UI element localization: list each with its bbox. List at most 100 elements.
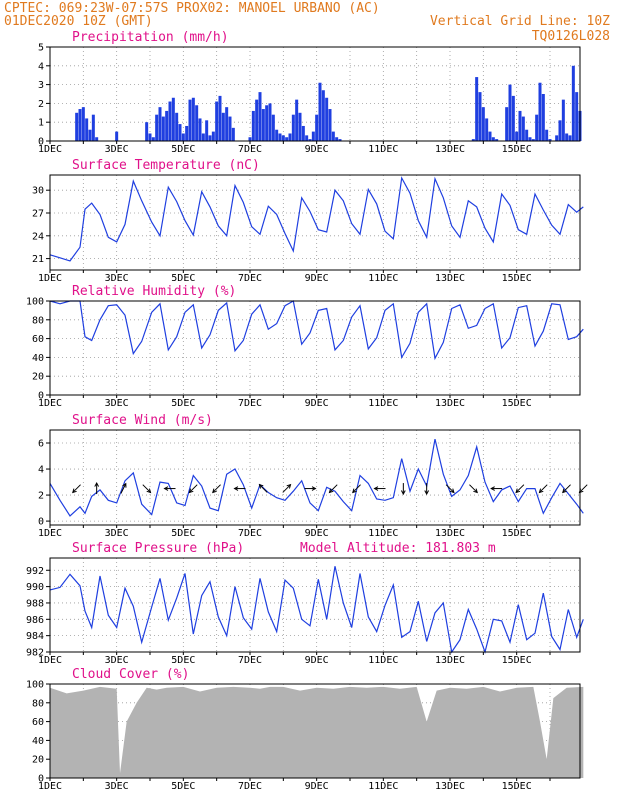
x-tick-label: 11DEC bbox=[368, 273, 398, 284]
precip-bar bbox=[478, 92, 482, 141]
y-tick-label: 100 bbox=[26, 680, 44, 691]
x-tick-label: 5DEC bbox=[171, 144, 195, 155]
x-tick-label: 11DEC bbox=[368, 398, 398, 409]
precip-bar bbox=[248, 137, 252, 141]
x-tick-label: 11DEC bbox=[368, 528, 398, 539]
precip-bar bbox=[531, 139, 535, 141]
panel-surface-wind: 0 2 4 6 Surface Wind (m/s) 1DEC 3DEC 5DEC 7DEC 9D… bbox=[38, 413, 588, 539]
precip-bar bbox=[485, 118, 489, 141]
x-tick-label: 3DEC bbox=[105, 528, 129, 539]
precip-bar bbox=[545, 129, 549, 141]
precip-bar bbox=[205, 120, 209, 141]
y-tick-label: 992 bbox=[26, 566, 44, 577]
wind-arrow-head bbox=[352, 488, 357, 494]
precip-bar bbox=[95, 137, 99, 141]
panel-frame bbox=[49, 429, 581, 526]
precip-bar bbox=[221, 112, 225, 141]
wind-arrow-head bbox=[490, 486, 495, 491]
wind-arrow bbox=[258, 483, 268, 493]
precip-bar bbox=[571, 65, 575, 141]
wind-arrow bbox=[562, 484, 571, 494]
precip-bar bbox=[295, 99, 299, 141]
x-tick-label: 5DEC bbox=[171, 273, 195, 284]
precip-bar bbox=[265, 105, 269, 141]
precip-bar bbox=[321, 90, 325, 141]
wind-arrow bbox=[304, 486, 317, 491]
x-tick-label: 5DEC bbox=[171, 781, 195, 792]
x-tick-label: 13DEC bbox=[435, 655, 465, 666]
precip-bar bbox=[231, 127, 235, 141]
wind-arrow-head bbox=[328, 488, 334, 494]
precip-bar bbox=[165, 110, 169, 141]
precip-bar bbox=[78, 109, 82, 141]
x-tick-label: 7DEC bbox=[238, 528, 262, 539]
precip-bar bbox=[168, 101, 172, 141]
header-location: CPTEC: 069:23W-07:57S PROX02: MANOEL URB… bbox=[4, 1, 380, 16]
precip-bar bbox=[305, 135, 309, 141]
precip-bar bbox=[475, 77, 479, 141]
header-grid-line: Vertical Grid Line: 10Z bbox=[430, 14, 610, 29]
precip-bar bbox=[285, 137, 289, 141]
x-tick-label: 1DEC bbox=[38, 144, 62, 155]
x-tick-label: 9DEC bbox=[305, 398, 329, 409]
panel-annotation: Model Altitude: 181.803 m bbox=[300, 541, 496, 556]
precip-bar bbox=[278, 133, 282, 141]
x-tick-label: 3DEC bbox=[105, 273, 129, 284]
y-tick-label: 3 bbox=[38, 80, 44, 91]
wind-arrow-head bbox=[188, 488, 194, 494]
y-tick-label: 80 bbox=[32, 315, 44, 326]
wind-arrow bbox=[282, 483, 292, 493]
wind-arrow-head bbox=[122, 482, 127, 488]
precip-bar bbox=[195, 105, 199, 141]
y-tick-label: 21 bbox=[32, 254, 44, 265]
precip-bar bbox=[201, 133, 205, 141]
precip-bar bbox=[338, 139, 342, 141]
panel-title: Precipitation (mm/h) bbox=[72, 30, 229, 45]
precip-bar bbox=[208, 135, 212, 141]
y-tick-label: 0 bbox=[38, 391, 44, 402]
wind-arrow-shaft bbox=[72, 484, 81, 493]
y-tick-label: 20 bbox=[32, 755, 44, 766]
panel-relative-humidity: 0 20 40 60 80 100 Relative Humidity (%) 1DEC 3DE… bbox=[26, 284, 584, 409]
header-run-time: 01DEC2020 10Z (GMT) bbox=[4, 14, 153, 29]
wind-arrow-shaft bbox=[562, 484, 571, 493]
precip-bar bbox=[188, 99, 192, 141]
x-tick-label: 15DEC bbox=[502, 273, 532, 284]
header-model-code: TQ0126L028 bbox=[532, 29, 610, 44]
x-tick-label: 15DEC bbox=[502, 398, 532, 409]
wind-arrow-shaft bbox=[445, 484, 455, 493]
precip-bar bbox=[521, 116, 525, 141]
wind-arrow-shaft bbox=[212, 484, 221, 493]
wind-arrow bbox=[120, 482, 127, 494]
precip-bar bbox=[218, 95, 222, 141]
wind-arrow-shaft bbox=[329, 484, 338, 493]
panel-frame bbox=[49, 557, 581, 653]
panel-frame bbox=[49, 683, 581, 779]
y-tick-label: 984 bbox=[26, 631, 44, 642]
precip-bar bbox=[148, 133, 152, 141]
x-tick-label: 1DEC bbox=[38, 273, 62, 284]
wind-arrow-head bbox=[146, 488, 152, 494]
wind-arrow-head bbox=[373, 486, 379, 491]
precip-bar bbox=[335, 137, 339, 141]
precip-bar bbox=[158, 107, 162, 141]
wind-arrow-head bbox=[258, 483, 264, 489]
surface-wind-line bbox=[49, 438, 584, 517]
x-tick-label: 15DEC bbox=[502, 144, 532, 155]
wind-arrow-head bbox=[515, 488, 521, 494]
precip-bar bbox=[171, 97, 175, 141]
precip-bar bbox=[268, 103, 272, 141]
precip-bar bbox=[75, 112, 79, 141]
panel-title: Surface Wind (m/s) bbox=[72, 413, 213, 428]
wind-arrow-shaft bbox=[189, 484, 198, 493]
x-tick-label: 3DEC bbox=[105, 398, 129, 409]
wind-arrow-head bbox=[233, 486, 239, 491]
wind-arrow bbox=[328, 484, 338, 494]
x-tick-label: 11DEC bbox=[368, 655, 398, 666]
x-tick-label: 13DEC bbox=[435, 781, 465, 792]
x-tick-label: 13DEC bbox=[435, 528, 465, 539]
x-tick-label: 9DEC bbox=[305, 144, 329, 155]
x-tick-label: 1DEC bbox=[38, 781, 62, 792]
precip-bar bbox=[315, 114, 319, 141]
